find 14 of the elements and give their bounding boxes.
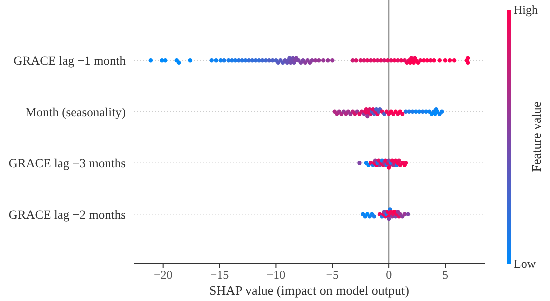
y-tick-label: Month (seasonality) — [26, 105, 126, 120]
x-tick-label: −5 — [326, 268, 340, 282]
color-bar-label: Low — [514, 257, 536, 272]
x-tick-label: 5 — [442, 268, 448, 282]
y-tick-label: GRACE lag −1 month — [14, 54, 127, 68]
x-axis-title: SHAP value (impact on model output) — [210, 283, 410, 298]
x-tick-label: −10 — [266, 268, 286, 282]
color-bar-title: Feature value — [529, 102, 544, 172]
x-tick-label: −20 — [154, 268, 173, 282]
y-tick-label: GRACE lag −3 months — [8, 156, 126, 170]
x-tick-label: 0 — [386, 268, 392, 282]
y-tick-label: GRACE lag −2 months — [8, 208, 126, 222]
x-tick-label: −15 — [210, 268, 230, 282]
color-bar-label: High — [514, 3, 538, 18]
